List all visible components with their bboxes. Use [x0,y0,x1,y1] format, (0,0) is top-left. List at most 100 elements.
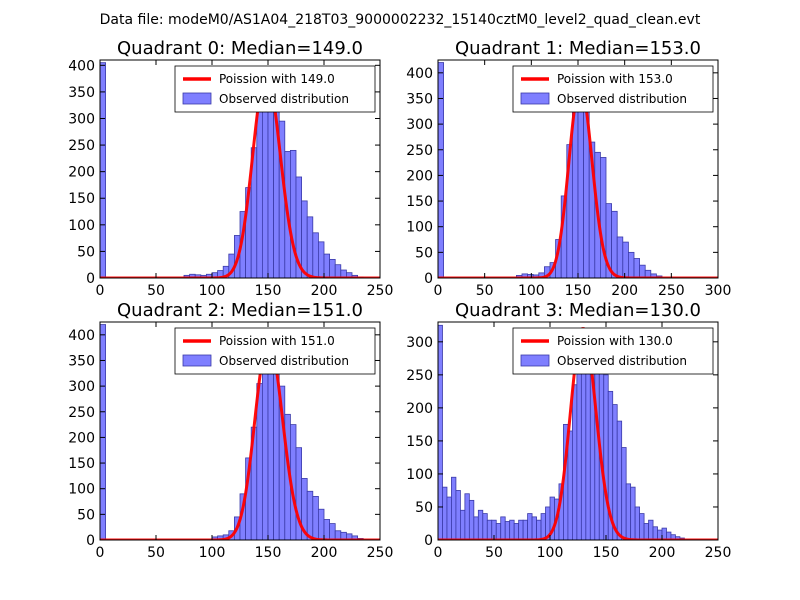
histogram-bar [616,236,624,278]
y-tick-label: 350 [406,91,433,107]
histogram-bar [536,519,542,540]
histogram-bar [459,509,466,540]
legend-label-observed: Observed distribution [219,92,349,106]
histogram-bar [576,371,582,540]
x-tick-label: 0 [96,545,105,561]
histogram-bar [633,258,640,278]
y-tick-label: 150 [406,194,433,210]
y-tick-label: 250 [406,368,433,384]
y-tick-label: 0 [86,533,95,549]
y-tick-label: 0 [424,271,433,287]
histogram-bar [648,519,654,540]
histogram-bar [455,490,461,540]
axes-frame [99,59,381,279]
y-tick-label: 300 [406,335,433,351]
histogram-bar [323,519,330,540]
legend-label-poisson: Poission with 149.0 [219,72,335,86]
histogram-bar [603,374,609,540]
legend: Poission with 153.0 Observed distribution [512,65,714,113]
histogram-bar [312,495,319,540]
histogram-bar [329,258,336,278]
histogram-bar [612,404,618,540]
legend-label-poisson: Poission with 153.0 [557,72,673,86]
panel-title: Quadrant 3: Median=130.0 [455,300,701,321]
y-tick-label: 100 [68,482,95,498]
x-tick-label: 100 [518,283,545,299]
y-tick-label: 200 [68,165,95,181]
x-tick-label: 50 [147,283,165,299]
x-tick-label: 250 [705,545,732,561]
x-tick-label: 200 [611,283,638,299]
histogram-bar [643,523,649,540]
histogram-bar [100,324,106,540]
histogram-bar [442,486,448,540]
y-tick-label: 50 [415,500,433,516]
y-tick-label: 0 [86,271,95,287]
y-tick-label: 0 [424,533,433,549]
histogram-bar [518,519,524,540]
x-tick-label: 200 [649,545,676,561]
y-tick-label: 50 [415,245,433,261]
histogram-bar [509,519,515,540]
histogram-bars [438,324,685,540]
x-tick-label: 0 [434,545,443,561]
histogram-bar [513,523,520,540]
y-tick-label: 200 [406,401,433,417]
histogram-bar [616,420,623,540]
legend: Poission with 130.0 Observed distribution [512,327,714,375]
histogram-bar [306,216,314,278]
histogram-bar [531,516,537,540]
panel-title: Quadrant 1: Median=153.0 [455,38,701,59]
histogram-bar [634,506,640,540]
axes-frame [99,321,381,541]
legend-label-observed: Observed distribution [557,92,687,106]
x-tick-label: 150 [593,545,620,561]
panel-title: Quadrant 0: Median=149.0 [117,38,363,59]
axes-frame [437,321,719,541]
histogram-bar [625,483,632,540]
histogram-bar [628,251,635,278]
y-tick-label: 300 [406,117,433,133]
x-tick-label: 200 [311,545,338,561]
y-tick-label: 200 [68,430,95,446]
histogram-bar [572,384,578,540]
x-tick-label: 50 [485,545,503,561]
x-tick-label: 250 [367,545,394,561]
quadrant-3-panel: 0 50 100 150 200 250 0 50 100 150 200 250 300 Quadran… [406,300,731,561]
x-tick-label: 0 [96,283,105,299]
y-tick-label: 150 [68,191,95,207]
histogram-bar [468,499,475,540]
figure-title: Data file: modeM0/AS1A04_218T03_90000022… [100,12,701,28]
histogram-bar [567,430,573,540]
x-tick-label: 0 [434,283,443,299]
histogram-bar [289,149,297,278]
histogram-bar [486,519,493,540]
y-tick-label: 250 [406,143,433,159]
quadrant-2-panel: 0 50 100 150 200 250 0 50 100 150 200 250 300 350 400 Q… [68,300,393,561]
y-tick-label: 400 [68,328,95,344]
histogram-bar [464,493,470,540]
legend-label-poisson: Poission with 130.0 [557,334,673,348]
histogram-bar [622,241,629,278]
histogram-bar [329,523,336,540]
legend-bar-swatch [520,92,550,105]
histogram-bar [351,535,358,540]
histogram-bar [312,232,319,278]
histogram-bar [438,62,444,278]
y-tick-label: 150 [68,456,95,472]
x-tick-label: 200 [311,283,338,299]
y-tick-label: 50 [77,244,95,260]
y-tick-label: 250 [68,405,95,421]
histogram-bar [482,513,488,540]
x-tick-label: 100 [199,283,226,299]
legend-bar-swatch [182,92,212,105]
histogram-bar [661,527,667,540]
quadrant-0-panel: 0 50 100 150 200 250 0 50 100 150 200 250 300 350 400 Q… [68,38,393,299]
histogram-bar [495,523,502,540]
histogram-bar [500,516,506,540]
y-tick-label: 350 [68,353,95,369]
y-tick-label: 350 [68,85,95,101]
x-tick-label: 100 [537,545,564,561]
y-tick-label: 250 [68,138,95,154]
